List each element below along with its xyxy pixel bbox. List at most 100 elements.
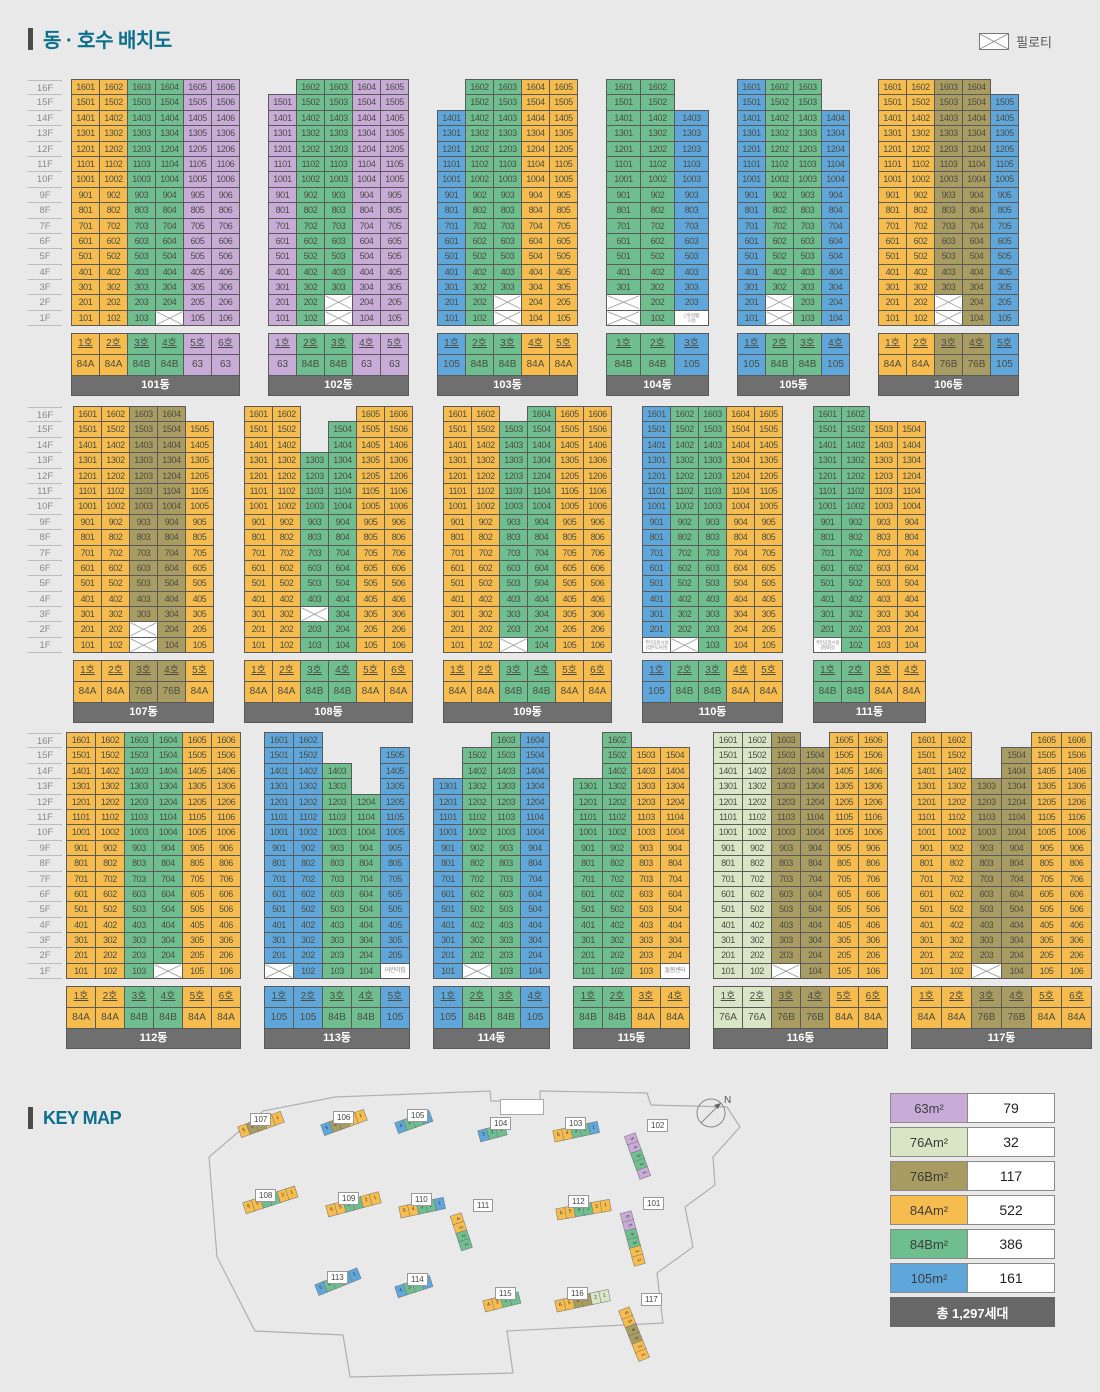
unit-cell: 505 (381, 902, 409, 917)
unit-cell: 102 (907, 310, 934, 326)
unit-cell: 202 (100, 295, 127, 310)
pilotis-cell (156, 310, 183, 326)
unit-cell: 1102 (100, 156, 127, 172)
ho-header-cell: 2호 (743, 987, 771, 1008)
ho-header-cell: 2호 (671, 661, 698, 682)
unit-cell: 304 (522, 280, 549, 295)
unit-cell: 101 (245, 637, 272, 653)
unit-cell: 306 (385, 607, 412, 622)
ho-header-cell: 2호 (102, 661, 129, 682)
unit-cell: 1504 (801, 748, 829, 763)
ho-header-row: 1호 2호 3호 4호 (814, 661, 925, 682)
unit-cell: 703 (494, 218, 521, 233)
unit-cell: 505 (550, 249, 577, 264)
floor-label: 12F (28, 469, 62, 484)
unit-cell: 1203 (301, 468, 328, 483)
unit-cell: 1305 (381, 779, 409, 794)
unit-cell: 1104 (801, 809, 829, 825)
unit-cell: 404 (521, 917, 549, 933)
empty-cell (500, 407, 527, 421)
legend-count: 117 (968, 1161, 1055, 1191)
unit-cell: 804 (521, 856, 549, 871)
unit-cell: 203 (125, 948, 153, 963)
unit-cell: 1504 (353, 95, 380, 110)
unit-cell: 306 (1062, 933, 1091, 948)
unit-cell: 301 (574, 933, 602, 948)
unit-cell: 205 (830, 948, 858, 963)
unit-cell: 1201 (74, 468, 101, 483)
ho-header-cell: 3호 (772, 987, 800, 1008)
floor-label: 2F (28, 622, 62, 638)
unit-cell: 405 (184, 264, 211, 280)
floor-axis: 16F 15F 14F 13F 12F 11F 10F 9F 8F 7F 6F 5F 4F 3F 2F 1F (28, 733, 62, 980)
unit-grid: 1601 1602 1603 1604 1605 1501 1502 1503 1504 1505… (643, 407, 782, 653)
unit-cell: 605 (357, 560, 384, 576)
unit-cell: 1004 (1002, 825, 1031, 840)
unit-cell: 1303 (325, 126, 352, 141)
unit-cell: 1505 (830, 748, 858, 763)
unit-cell: 204 (156, 295, 183, 310)
unit-cell: 204 (522, 295, 549, 310)
ho-header-cell: 3호 (492, 987, 520, 1008)
unit-cell: 1503 (125, 748, 153, 763)
unit-cell: 201 (74, 622, 101, 637)
unit-cell: 1303 (130, 453, 157, 468)
unit-cell: 1001 (607, 172, 640, 187)
unit-cell: 1505 (381, 95, 408, 110)
unit-cell: 1604 (727, 407, 754, 422)
unit-cell: 1306 (584, 453, 611, 468)
unit-cell: 1201 (574, 794, 602, 809)
unit-cell: 1305 (381, 126, 408, 141)
unit-cell: 503 (794, 249, 821, 264)
unit-cell: 1504 (329, 422, 356, 437)
unit-cell: 1501 (245, 422, 272, 437)
floor-label: 6F (28, 234, 62, 250)
unit-cell: 503 (128, 249, 155, 264)
pilotis-cell (494, 310, 521, 326)
unit-cell: 902 (907, 187, 934, 203)
unit-cell: 302 (297, 280, 324, 295)
unit-grid: 1601 1602 1605 1606 1501 1502 1504 1505 1506 1401… (245, 407, 412, 653)
unit-cell: 1106 (1062, 809, 1091, 825)
unit-cell: 1502 (766, 95, 793, 110)
unit-cell: 101 (879, 310, 906, 326)
unit-cell: 1301 (434, 779, 462, 794)
unit-cell: 905 (991, 187, 1018, 203)
unit-cell: 1301 (912, 779, 941, 794)
ho-header-cell: 5호 (184, 334, 211, 355)
unit-type-cell: 84A (522, 355, 549, 376)
ho-header-cell: 4호 (528, 661, 555, 682)
unit-cell: 1204 (521, 794, 549, 809)
unit-cell: 601 (714, 886, 742, 902)
unit-cell: 405 (991, 264, 1018, 280)
unit-cell: 402 (671, 591, 698, 607)
unit-cell: 805 (556, 530, 583, 545)
unit-cell: 1402 (842, 437, 869, 453)
ho-header-cell: 5호 (381, 334, 408, 355)
empty-cell (463, 733, 491, 747)
unit-cell: 902 (100, 187, 127, 203)
unit-cell: 1105 (183, 809, 211, 825)
unit-cell: 1003 (125, 825, 153, 840)
unit-cell: 1602 (466, 80, 493, 95)
unit-cell: 906 (385, 514, 412, 530)
unit-cell: 404 (661, 917, 689, 933)
unit-cell: 1001 (814, 499, 841, 514)
legend-count: 79 (968, 1093, 1055, 1123)
unit-cell: 304 (727, 607, 754, 622)
unit-cell: 201 (444, 622, 471, 637)
unit-type-cell: 84B (297, 355, 324, 376)
unit-cell: 503 (935, 249, 962, 264)
unit-cell: 903 (301, 514, 328, 530)
unit-cell: 1004 (661, 825, 689, 840)
unit-cell: 1102 (907, 156, 934, 172)
unit-cell: 901 (245, 514, 272, 530)
unit-cell: 901 (434, 840, 462, 856)
unit-cell: 405 (556, 591, 583, 607)
unit-cell: 1601 (814, 407, 841, 422)
unit-type-cell: 105 (434, 1008, 462, 1029)
unit-cell: 902 (842, 514, 869, 530)
unit-cell: 901 (74, 514, 101, 530)
unit-cell: 1006 (584, 499, 611, 514)
unit-cell: 401 (434, 917, 462, 933)
